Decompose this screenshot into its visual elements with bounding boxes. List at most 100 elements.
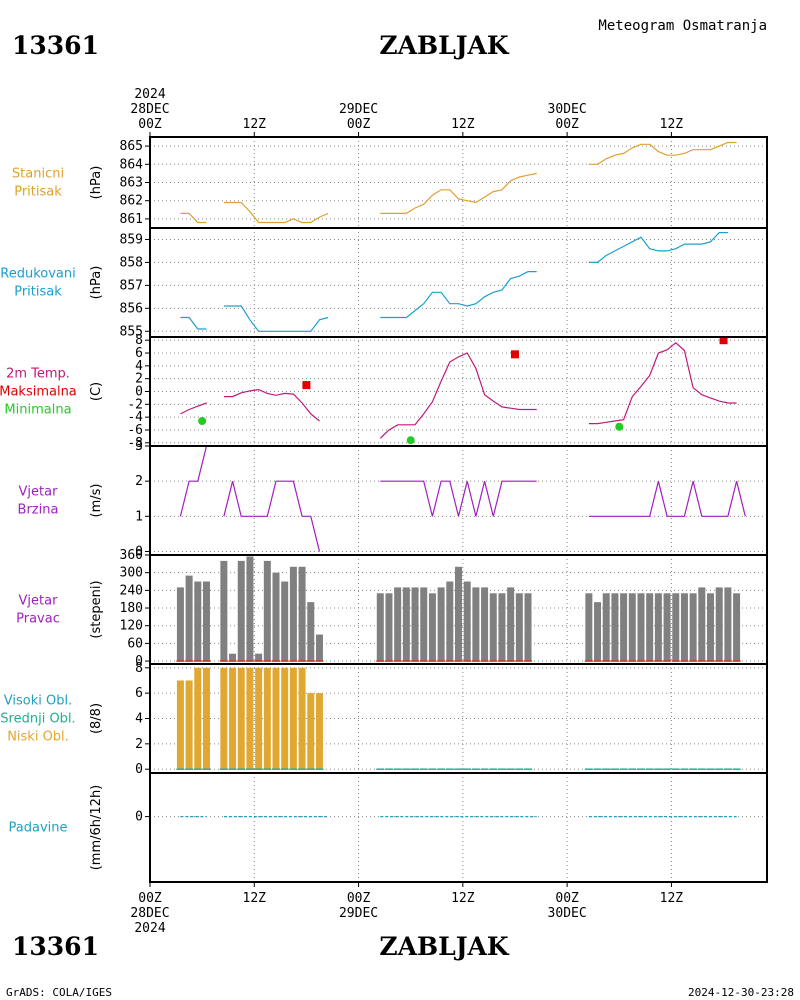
y-tick-label: 858: [120, 255, 143, 270]
y-axis-label: (hPa): [89, 266, 104, 300]
bar: [689, 593, 697, 662]
bar: [202, 581, 210, 662]
series-line-segment: [223, 305, 329, 332]
bar: [472, 587, 480, 662]
time-label-bottom: 12Z: [243, 891, 267, 906]
series-line-segment: [180, 316, 207, 330]
time-label-bottom: 12Z: [660, 891, 684, 906]
time-label-top: 29DEC: [339, 102, 378, 117]
side-label-line: Stanicni: [12, 167, 64, 182]
series-line-segment: [588, 481, 746, 517]
y-tick-label: 863: [120, 176, 143, 191]
y-tick-label: -2: [127, 397, 143, 412]
bar: [428, 593, 436, 662]
bar: [594, 602, 602, 662]
y-tick-label: 865: [120, 139, 143, 154]
y-tick-label: 856: [120, 301, 143, 316]
chart-title: Meteogram Osmatranja: [598, 18, 767, 34]
bar: [724, 587, 732, 662]
bar: [402, 587, 410, 662]
bar: [446, 581, 454, 662]
y-tick-label: 4: [135, 359, 143, 374]
time-label-top: 12Z: [660, 117, 684, 132]
bar: [637, 593, 645, 662]
bar: [515, 593, 523, 662]
time-label-bottom: 29DEC: [339, 906, 378, 921]
bar: [220, 667, 228, 770]
bar: [272, 667, 280, 770]
y-tick-label: 0: [135, 385, 143, 400]
time-label-top: 00Z: [555, 117, 579, 132]
panel-frame: [149, 772, 768, 883]
bar: [315, 693, 323, 770]
panel-4: 0 1 2 3 (m/s) Vjetar Brzina: [18, 439, 768, 559]
time-label-top: 12Z: [451, 117, 475, 132]
panel-frame: [149, 227, 768, 338]
y-tick-label: 859: [120, 232, 143, 247]
y-tick-label: 6: [135, 346, 143, 361]
tmax-marker: [719, 336, 728, 345]
series-line-segment: [380, 480, 537, 517]
panels: 861862863864865(hPa)StanicniPritisak8558…: [0, 136, 768, 883]
time-label-bottom: 00Z: [347, 891, 371, 906]
bar: [437, 587, 445, 662]
bar: [272, 572, 280, 662]
y-tick-label: 2: [135, 372, 143, 387]
bar: [463, 581, 471, 662]
side-label-line: Brzina: [18, 503, 59, 518]
bar: [385, 593, 393, 662]
panel-6: 0 2 4 6 8 (8/8) Visoki Obl. Srednji Obl. Niski O…: [0, 661, 768, 777]
time-label-bottom: 28DEC: [130, 906, 169, 921]
bar: [229, 653, 237, 662]
time-label-bottom: 00Z: [138, 891, 162, 906]
y-axis-label: (m/s): [89, 484, 104, 518]
tmin-marker: [615, 422, 624, 431]
time-label-bottom: 12Z: [451, 891, 475, 906]
series-line-segment: [379, 352, 537, 439]
bar: [498, 593, 506, 662]
bar: [202, 667, 210, 770]
time-label-top: 2024: [134, 87, 165, 102]
bar: [698, 587, 706, 662]
bar: [263, 560, 271, 662]
bar: [298, 667, 306, 770]
bar: [307, 693, 315, 770]
bar: [585, 593, 593, 662]
side-label-line: Redukovani: [0, 267, 75, 282]
bar: [507, 587, 515, 662]
side-label-line: Visoki Obl.: [4, 694, 72, 709]
time-label-top: 30DEC: [548, 102, 587, 117]
series-line-segment: [223, 480, 321, 552]
bar: [194, 581, 202, 662]
bar: [185, 680, 193, 770]
bar: [289, 566, 297, 662]
time-label-top: 00Z: [138, 117, 162, 132]
side-label-line: Pravac: [16, 612, 60, 627]
time-label-top: 00Z: [347, 117, 371, 132]
side-label-line: Srednji Obl.: [0, 712, 75, 727]
time-label-top: 12Z: [243, 117, 267, 132]
time-label-bottom: 2024: [134, 921, 165, 936]
bar: [255, 667, 263, 770]
side-label-line: Niski Obl.: [7, 730, 69, 745]
y-tick-label: -6: [127, 423, 143, 438]
bar: [715, 587, 723, 662]
y-tick-label: 864: [120, 157, 144, 172]
y-tick-label: 300: [120, 566, 143, 581]
bar: [237, 667, 245, 770]
bar: [194, 667, 202, 770]
y-tick-label: 8: [135, 661, 143, 676]
y-axis-label: (mm/6h/12h): [89, 785, 104, 871]
bar: [263, 667, 271, 770]
bar: [489, 593, 497, 662]
y-tick-label: 0: [135, 810, 143, 825]
y-tick-label: 120: [120, 619, 143, 634]
series-line-segment: [180, 402, 207, 415]
generated-timestamp: 2024-12-30-23:28: [688, 986, 794, 999]
bar: [646, 593, 654, 662]
y-tick-label: 8: [135, 333, 143, 348]
y-axis-label: (stepeni): [89, 580, 104, 638]
y-tick-label: 0: [135, 654, 143, 669]
